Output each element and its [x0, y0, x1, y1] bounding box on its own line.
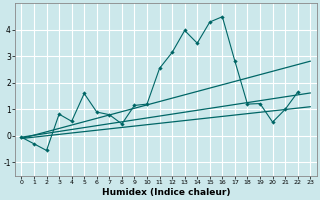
X-axis label: Humidex (Indice chaleur): Humidex (Indice chaleur): [101, 188, 230, 197]
